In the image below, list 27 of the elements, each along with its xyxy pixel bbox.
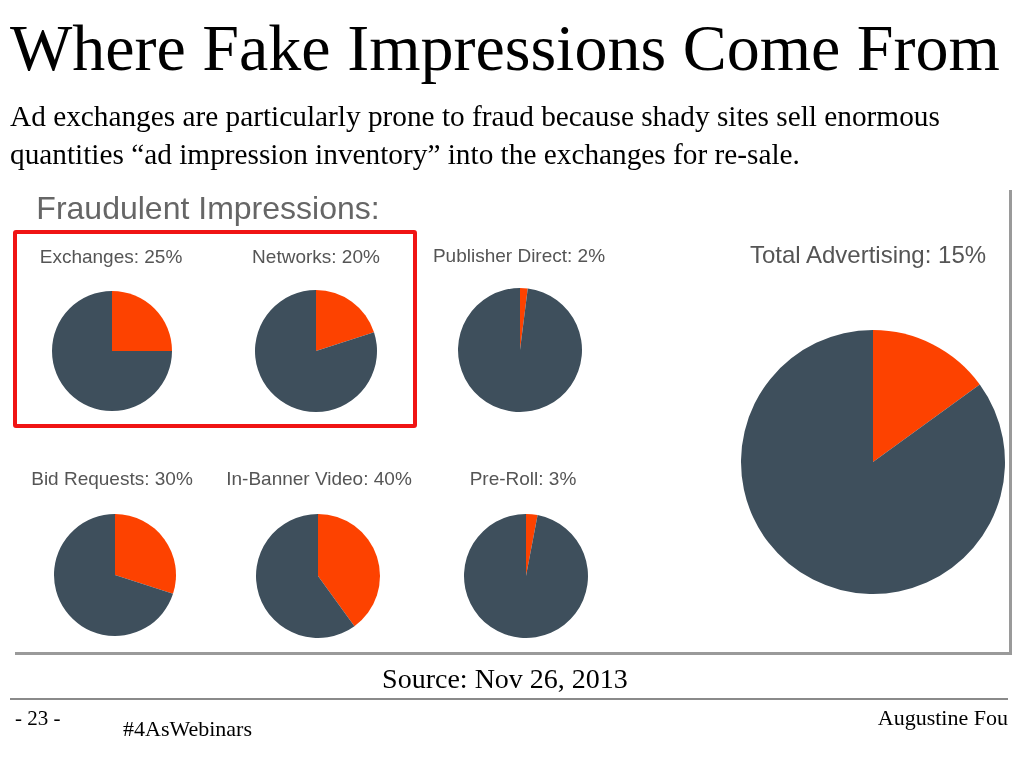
pie-slice <box>112 291 172 351</box>
pie-slice <box>318 514 380 627</box>
pie-slice <box>52 291 172 411</box>
pie-slice <box>54 514 174 636</box>
pie-slice <box>464 514 588 638</box>
text: Where Fake Impressions Come From <box>10 11 1000 84</box>
text: Fraudulent Impressions: <box>36 190 380 226</box>
text: Augustine Fou <box>877 705 1008 730</box>
text: #4AsWebinars <box>123 716 252 741</box>
chart-title: In-Banner Video: 40% <box>226 467 412 489</box>
pie-slice <box>256 514 355 638</box>
chart-title: Networks: 20% <box>252 245 380 267</box>
pie-slice <box>526 514 538 576</box>
pie-slice <box>115 514 176 594</box>
chart-title: Total Advertising: 15% <box>749 241 987 268</box>
text: Ad exchanges are particularly prone to fraud because shady sites sell enormous quantities “ad impression inventory” into the exchanges for re-sale. <box>10 99 941 172</box>
text: - 23 - <box>15 705 61 730</box>
pie-slice <box>458 288 582 412</box>
pie-slice <box>316 290 375 351</box>
chart-title: Publisher Direct: 2% <box>432 244 606 266</box>
pie-slice <box>873 330 980 462</box>
pie-slice <box>741 330 1005 594</box>
source-note: Source: Nov 26, 2013 <box>382 663 628 694</box>
chart-title: Pre-Roll: 3% <box>469 467 577 489</box>
chart-title: Bid Requests: 30% <box>31 467 193 489</box>
chart-title: Exchanges: 25% <box>39 245 183 267</box>
pie-slice <box>255 290 377 412</box>
